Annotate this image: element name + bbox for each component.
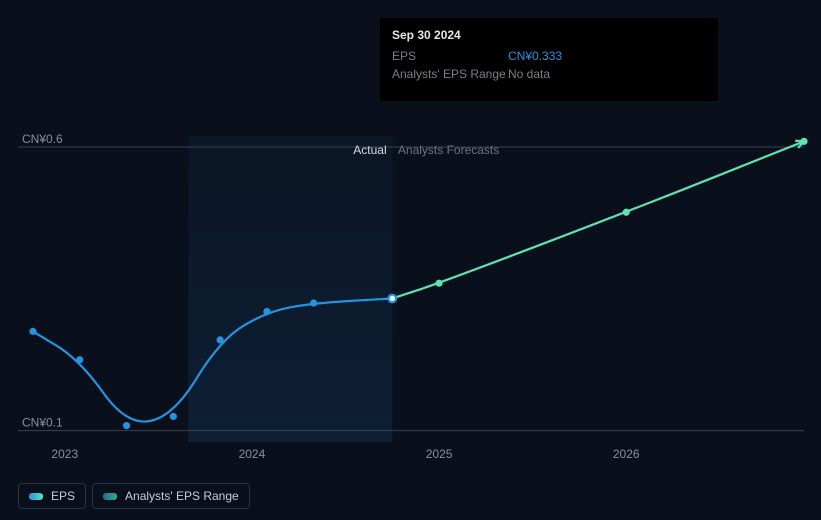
tooltip-row-range: Analysts' EPS Range No data <box>392 65 706 83</box>
svg-text:Actual: Actual <box>353 143 386 157</box>
chart-tooltip: Sep 30 2024 EPS CN¥0.333 Analysts' EPS R… <box>380 18 718 101</box>
tooltip-value-eps: CN¥0.333 <box>508 47 562 65</box>
svg-text:2026: 2026 <box>613 447 640 461</box>
svg-text:CN¥0.1: CN¥0.1 <box>22 416 63 430</box>
eps-chart-container: CN¥0.6 CN¥0.1 2023 2024 2025 2026 Actual Analys… <box>0 0 821 520</box>
svg-text:Analysts Forecasts: Analysts Forecasts <box>398 143 499 157</box>
legend-item-eps[interactable]: EPS <box>18 483 86 509</box>
svg-text:2023: 2023 <box>51 447 78 461</box>
svg-text:2024: 2024 <box>239 447 266 461</box>
chart-legend: EPS Analysts' EPS Range <box>18 483 250 509</box>
legend-item-range[interactable]: Analysts' EPS Range <box>92 483 250 509</box>
tooltip-date: Sep 30 2024 <box>392 26 706 44</box>
tooltip-label-eps: EPS <box>392 47 508 65</box>
legend-label-range: Analysts' EPS Range <box>125 489 239 503</box>
svg-text:CN¥0.6: CN¥0.6 <box>22 132 63 146</box>
legend-label-eps: EPS <box>51 489 75 503</box>
svg-text:2025: 2025 <box>426 447 453 461</box>
legend-swatch-range <box>103 493 117 500</box>
tooltip-value-range: No data <box>508 65 550 83</box>
legend-swatch-eps <box>29 493 43 500</box>
tooltip-label-range: Analysts' EPS Range <box>392 65 508 83</box>
tooltip-row-eps: EPS CN¥0.333 <box>392 47 706 65</box>
